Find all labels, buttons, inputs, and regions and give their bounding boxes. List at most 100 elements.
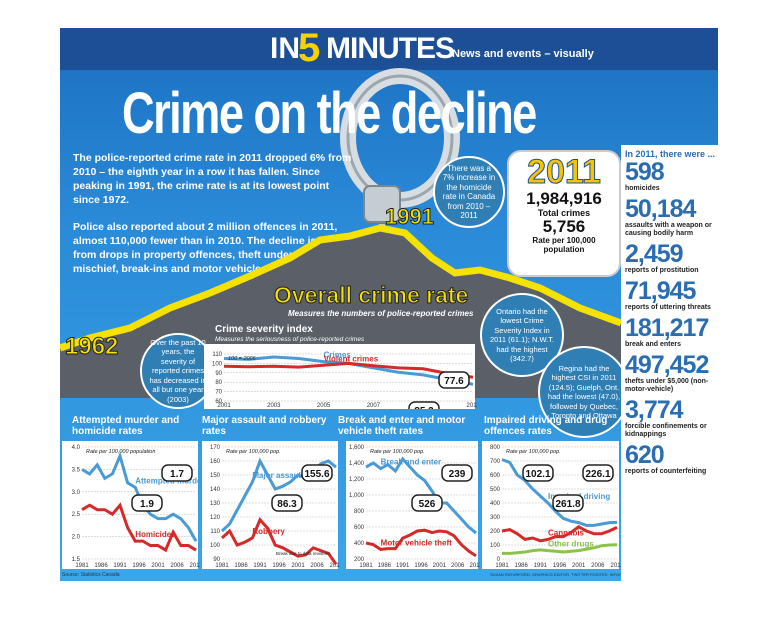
chart-background: [62, 441, 198, 569]
crime-rate-label: Rate per 100,000 population: [532, 236, 596, 254]
series-label: Other drugs: [548, 540, 594, 549]
chart-note: 100 = 2006: [228, 356, 257, 362]
stat-label: assaults with a weapon or causing bodily…: [625, 222, 712, 237]
series-label: Motor vehicle theft: [381, 538, 452, 547]
y-tick-label: 170: [210, 445, 221, 451]
x-tick-label: 2007: [367, 403, 381, 409]
total-crimes-value: 1,984,916: [526, 189, 602, 208]
x-tick-label: 1981: [495, 563, 509, 569]
x-tick-label: 2001: [291, 563, 305, 569]
y-tick-label: 1,400: [349, 461, 365, 467]
series-label: Cannabis: [548, 528, 585, 537]
value-callout-box: [522, 464, 554, 482]
stats-list: 598 homicides 50,184 assaults with a weapon…: [621, 159, 718, 476]
crime-rate-value: 5,756: [542, 217, 586, 236]
series-line: [501, 525, 618, 543]
value-callout: 155.6: [304, 469, 329, 480]
y-tick-label: 80: [215, 380, 222, 386]
x-tick-label: 2006: [451, 563, 465, 569]
x-tick-label: 2011: [330, 563, 340, 569]
intro-paragraph-1: The police-reported crime rate in 2011 d…: [73, 152, 352, 206]
chart4-title: Impaired driving and drug offences rates: [484, 415, 608, 437]
chart-note: Rate per 100,000 pop.: [226, 449, 281, 455]
value-callout-box: [441, 464, 473, 482]
series-line: [502, 543, 618, 555]
series-label: Break and enter: [381, 458, 441, 467]
value-callout-box: [411, 494, 443, 512]
y-tick-label: 200: [490, 529, 501, 535]
masthead-bar: [60, 28, 718, 70]
infographic-poster: IN 5 MINUTES News and events – visually …: [60, 28, 718, 581]
chart-note: Rate per 100,000 pop.: [506, 449, 561, 455]
series-label: Major assault: [252, 471, 303, 480]
stat-item: 497,452 thefts under $5,000 (non-motor-ve…: [625, 352, 718, 394]
value-callout: 261.8: [555, 499, 580, 510]
x-tick-label: 1981: [215, 563, 229, 569]
x-tick-label: 2011: [470, 563, 480, 569]
x-tick-label: 1986: [378, 563, 392, 569]
series-line: [81, 502, 197, 553]
severity-chart: 60708090100110200120032005200720092011Cr…: [204, 344, 477, 409]
y-tick-label: 2.5: [72, 512, 81, 518]
x-tick-label: 2011: [190, 563, 200, 569]
y-tick-label: 800: [354, 509, 365, 515]
x-tick-label: 1996: [553, 563, 567, 569]
series-label: Violent crimes: [324, 354, 379, 363]
y-tick-label: 130: [210, 501, 221, 507]
overall-crime-rate-title: Overall crime rate: [273, 282, 469, 309]
y-tick-label: 150: [210, 473, 221, 479]
stat-number: 497,452: [625, 351, 709, 379]
value-callout: 1.7: [170, 469, 184, 480]
y-tick-label: 1.5: [72, 557, 81, 563]
stats-heading: In 2011, there were ...: [625, 149, 716, 159]
y-tick-label: 800: [490, 445, 501, 451]
x-tick-label: 1981: [359, 563, 373, 569]
x-tick-label: 1996: [272, 563, 286, 569]
y-tick-label: 100: [210, 543, 221, 549]
y-tick-label: 90: [215, 371, 222, 377]
break-enter-vehicle-theft-chart: 200 400 600 800 1,000 1,200 1,400 1,600 1981 1986…: [346, 441, 480, 569]
stat-item: 3,774 forcible confinements or kidnapping…: [625, 397, 718, 439]
y-tick-label: 1,200: [349, 477, 365, 483]
value-callout-box: [582, 464, 614, 482]
masthead-minutes: MINUTES: [326, 32, 455, 65]
value-callout: 239: [449, 469, 466, 480]
x-tick-label: 1981: [75, 563, 89, 569]
masthead-five: 5: [298, 28, 321, 70]
stat-number: 50,184: [625, 195, 696, 223]
value-callout: 226.1: [585, 469, 610, 480]
x-tick-label: 1991: [396, 563, 410, 569]
value-callout: 85.3: [414, 406, 434, 409]
x-tick-label: 2006: [170, 563, 184, 569]
box-2011: 2011 1,984,916 Total crimes 5,756 Rate p…: [507, 150, 621, 277]
y-tick-label: 400: [354, 541, 365, 547]
y-tick-label: 90: [213, 557, 220, 563]
x-tick-label: 1991: [534, 563, 548, 569]
y-tick-label: 4.0: [72, 445, 81, 451]
series-line: [365, 528, 477, 558]
stat-label: break and enters: [625, 341, 682, 348]
x-tick-label: 2011: [611, 563, 621, 569]
y-tick-label: 100: [490, 543, 501, 549]
stat-item: 620 reports of counterfeiting: [625, 442, 718, 476]
x-tick-label: 2011: [467, 403, 477, 409]
stat-item: 598 homicides: [625, 159, 718, 193]
stat-label: reports of prostitution: [625, 267, 699, 274]
series-line: [223, 361, 474, 379]
x-tick-label: 1996: [132, 563, 146, 569]
stat-label: thefts under $5,000 (non-motor-vehicle): [625, 378, 709, 393]
chart-annotation: Break due to data revisions: [276, 551, 331, 556]
credit-note: SUSAN RATURFORD, GRAPHICS EDITOR, TWITTE…: [490, 572, 701, 577]
homicide-increase-bubble: There was a 7% increase in the homicide …: [433, 156, 505, 228]
value-callout-box: [301, 464, 333, 482]
handcuff-illustration: [340, 68, 460, 284]
value-callout-box: [408, 401, 440, 409]
y-tick-label: 110: [210, 529, 220, 535]
stat-item: 50,184 assaults with a weapon or causing …: [625, 196, 718, 238]
y-tick-label: 500: [490, 487, 501, 493]
y-tick-label: 110: [212, 352, 222, 358]
x-tick-label: 1986: [234, 563, 248, 569]
total-crimes-label: Total crimes: [537, 208, 591, 218]
y-tick-label: 140: [210, 487, 221, 493]
stat-number: 181,217: [625, 314, 709, 342]
